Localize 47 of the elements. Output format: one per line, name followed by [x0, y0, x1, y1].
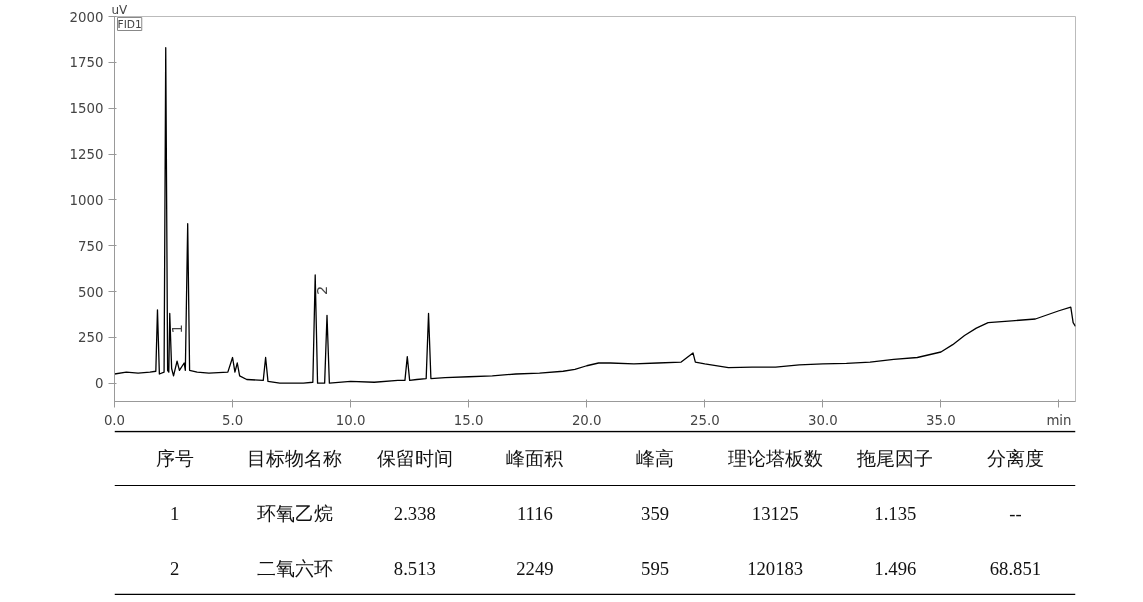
- text: 2.338: [393, 502, 436, 524]
- category-label: 峰面积: [506, 447, 564, 469]
- text: 13125: [751, 502, 799, 524]
- y-tick-label: 1000: [69, 192, 104, 208]
- category-label: 分离度: [986, 447, 1044, 469]
- text: 2249: [516, 557, 554, 579]
- annotation: 1: [167, 324, 185, 334]
- text: 2: [169, 557, 180, 579]
- text: 8.513: [393, 557, 436, 579]
- x-tick-label: 35.0: [926, 412, 956, 428]
- text: 595: [641, 557, 670, 579]
- x-tick-label: min: [1046, 412, 1072, 428]
- y-tick-label: 500: [78, 284, 104, 300]
- x-tick-label: 10.0: [335, 412, 366, 428]
- y-tick-label: 2000: [69, 9, 104, 25]
- y-tick-label: 1250: [69, 147, 104, 162]
- y-tick-label: 1750: [69, 55, 104, 71]
- text: 1.135: [874, 502, 917, 524]
- text: 环氧乙烷: [256, 502, 333, 524]
- category-label: 拖尾因子: [856, 447, 934, 469]
- category-label: 目标物名称: [247, 447, 343, 469]
- x-tick-label: 15.0: [453, 412, 484, 428]
- y-tick-label: 750: [78, 238, 104, 254]
- category-label: 理论塔板数: [727, 447, 823, 469]
- text: 1: [169, 502, 180, 524]
- annotation: FID1: [117, 17, 142, 31]
- x-tick-label: 30.0: [808, 412, 838, 428]
- y-tick-label: 250: [78, 330, 104, 346]
- category-label: 序号: [155, 447, 194, 469]
- text: 68.851: [989, 557, 1042, 579]
- text: 二氧六环: [256, 557, 333, 579]
- line-series: [114, 47, 1076, 384]
- x-tick-label: 20.0: [571, 412, 602, 428]
- y-tick-label: 0: [95, 376, 104, 392]
- text: 120183: [747, 557, 804, 579]
- x-tick-label: 25.0: [689, 412, 720, 428]
- text: 359: [641, 502, 670, 524]
- x-tick-label: 0.0: [103, 412, 126, 428]
- category-label: 峰高: [636, 447, 675, 469]
- y-tick-label: 1500: [69, 101, 104, 117]
- text: --: [1009, 502, 1022, 524]
- annotation: 2: [313, 285, 331, 295]
- text: 1.496: [874, 557, 917, 579]
- y-axis-title: uV: [111, 2, 129, 17]
- category-label: 保留时间: [376, 447, 453, 469]
- text: 1116: [516, 502, 553, 524]
- x-tick-label: 5.0: [221, 412, 244, 428]
